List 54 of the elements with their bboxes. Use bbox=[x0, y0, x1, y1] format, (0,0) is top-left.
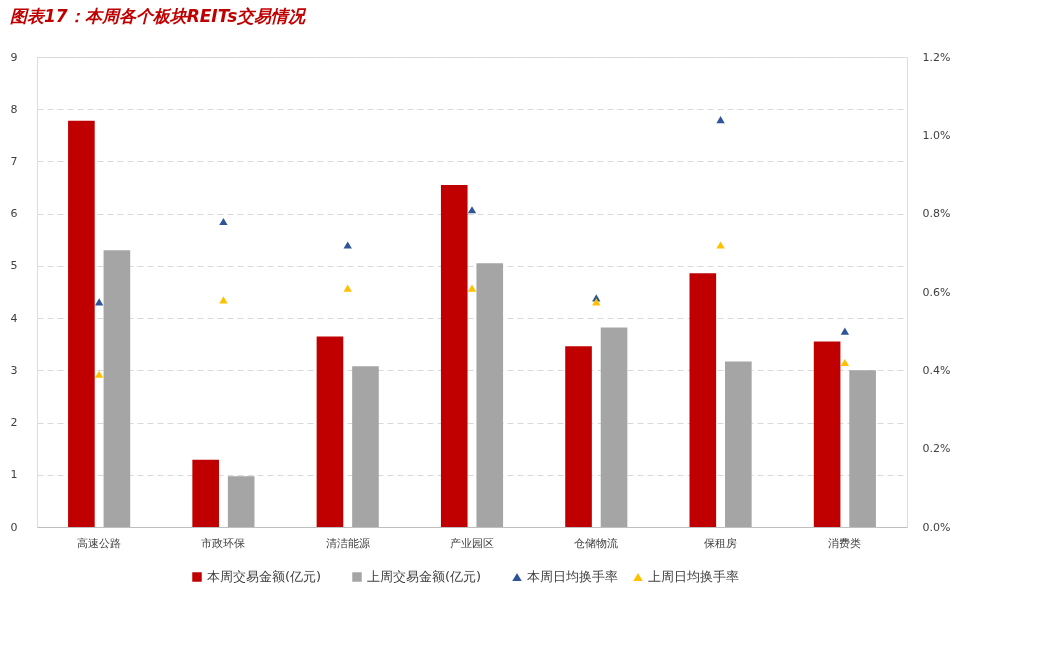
legend-label: 上周日均换手率 bbox=[648, 569, 739, 584]
point bbox=[467, 206, 477, 214]
point bbox=[840, 358, 850, 367]
bar bbox=[600, 327, 628, 527]
x-tick-label: 仓储物流 bbox=[574, 536, 619, 550]
legend-label: 本周日均换手率 bbox=[527, 569, 618, 584]
point bbox=[343, 241, 352, 249]
point bbox=[467, 284, 477, 292]
bar bbox=[849, 370, 876, 527]
point bbox=[94, 298, 104, 306]
bar bbox=[352, 366, 379, 527]
y2-tick-label: 0.2% bbox=[922, 442, 951, 456]
x-tick-label: 保租房 bbox=[704, 536, 738, 550]
bar bbox=[68, 120, 95, 527]
bar bbox=[316, 336, 344, 527]
y-tick-label: 3 bbox=[10, 363, 18, 377]
y-tick-label: 5 bbox=[10, 259, 18, 273]
y-tick-label: 6 bbox=[10, 207, 18, 221]
x-tick-label: 高速公路 bbox=[77, 536, 122, 550]
bar bbox=[192, 459, 219, 527]
bar bbox=[725, 361, 752, 527]
point bbox=[343, 284, 352, 292]
y-tick-label: 4 bbox=[10, 311, 18, 325]
bar bbox=[813, 341, 841, 527]
y-tick-label: 2 bbox=[10, 416, 18, 430]
x-tick-label: 清洁能源 bbox=[325, 536, 370, 550]
point bbox=[716, 116, 725, 124]
y-tick-label: 1 bbox=[10, 468, 18, 482]
bar bbox=[565, 346, 592, 527]
bar bbox=[476, 263, 504, 527]
y-tick-label: 7 bbox=[10, 154, 18, 168]
point bbox=[840, 327, 850, 335]
x-tick-label: 市政环保 bbox=[201, 536, 246, 550]
y-tick-label: 8 bbox=[10, 102, 18, 116]
chart-title: 图表17：本周各个板块REITs交易情况 bbox=[10, 6, 308, 26]
x-tick-label: 产业园区 bbox=[450, 536, 494, 550]
point bbox=[716, 241, 725, 249]
y2-tick-label: 1.0% bbox=[922, 128, 951, 142]
y2-tick-label: 0.0% bbox=[922, 520, 951, 534]
y2-tick-label: 0.6% bbox=[922, 285, 951, 299]
bar bbox=[689, 273, 717, 527]
bar bbox=[440, 184, 468, 527]
point bbox=[219, 217, 228, 226]
y-tick-label: 0 bbox=[10, 520, 18, 534]
point bbox=[94, 370, 104, 378]
bar bbox=[227, 476, 255, 527]
legend-label: 上周交易金额(亿元) bbox=[367, 569, 482, 584]
bar bbox=[103, 250, 131, 527]
legend-label: 本周交易金额(亿元) bbox=[207, 569, 322, 584]
y2-tick-label: 1.2% bbox=[922, 50, 951, 64]
x-tick-label: 消费类 bbox=[828, 536, 862, 550]
y2-tick-label: 0.8% bbox=[922, 207, 951, 221]
y-tick-label: 9 bbox=[10, 50, 18, 64]
y2-tick-label: 0.4% bbox=[922, 363, 951, 377]
